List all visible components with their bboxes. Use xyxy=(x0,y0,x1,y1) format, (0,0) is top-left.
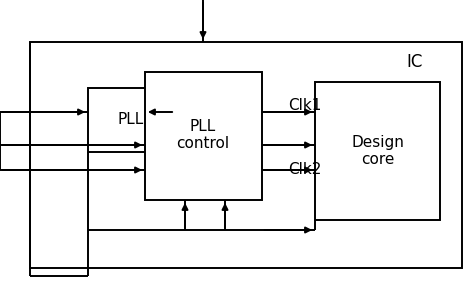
Bar xyxy=(88,88,175,152)
Text: PLL
control: PLL control xyxy=(176,119,229,151)
Bar xyxy=(145,72,262,200)
Text: PLL: PLL xyxy=(118,113,144,127)
Text: Clk1: Clk1 xyxy=(288,98,321,113)
Bar xyxy=(30,42,462,268)
Text: Design
core: Design core xyxy=(352,135,404,167)
Text: Clk2: Clk2 xyxy=(288,162,321,177)
Bar xyxy=(315,82,440,220)
Text: IC: IC xyxy=(407,53,423,71)
